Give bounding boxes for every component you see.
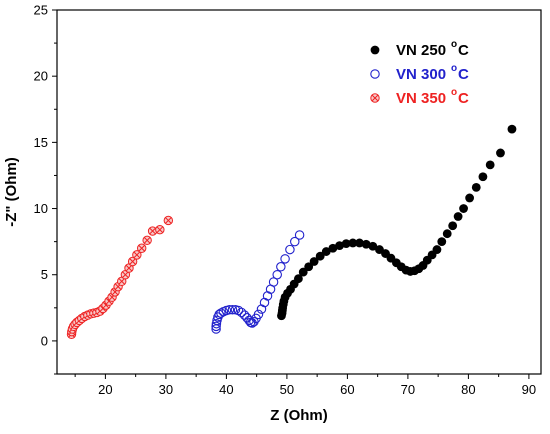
data-point (355, 238, 364, 248)
data-point (268, 277, 279, 287)
legend-marker (370, 45, 380, 55)
legend-degree-sup: o (451, 39, 457, 50)
y-tick-label: 5 (41, 267, 48, 282)
legend-marker (370, 69, 380, 79)
x-tick-label: 40 (219, 382, 233, 397)
data-point (485, 160, 495, 170)
data-point (236, 307, 247, 318)
data-point (304, 262, 314, 272)
x-axis: 20 30 40 50 60 70 80 90 (74, 374, 536, 397)
data-point (233, 305, 244, 316)
y-axis-title: -Z" (Ohm) (3, 157, 20, 227)
data-point (328, 243, 338, 253)
data-point (155, 225, 165, 235)
data-point (285, 244, 295, 255)
data-point (276, 262, 286, 272)
legend: VN 250 o CVN 300 o CVN 350 o C (370, 39, 469, 107)
data-point (335, 241, 344, 251)
data-series (66, 124, 517, 339)
data-point (442, 229, 452, 239)
data-point (496, 148, 505, 158)
legend-marker (370, 93, 380, 103)
data-point (453, 212, 463, 221)
x-tick-label: 80 (461, 382, 475, 397)
data-point (224, 305, 235, 315)
data-point (471, 182, 481, 192)
legend-unit: C (458, 66, 469, 83)
y-tick-label: 10 (34, 201, 48, 216)
legend-label: VN 300 (396, 66, 446, 83)
data-point (294, 230, 305, 240)
data-point (211, 318, 222, 329)
y-tick-label: 25 (34, 3, 48, 18)
data-point (253, 309, 264, 320)
data-point (465, 193, 475, 203)
series-3 (66, 215, 174, 339)
legend-label: VN 250 (396, 42, 446, 59)
data-point (227, 305, 238, 315)
data-point (315, 251, 325, 261)
y-tick-label: 20 (34, 69, 48, 84)
legend-label: VN 350 (396, 90, 446, 107)
data-point (142, 235, 152, 246)
x-axis-title: Z (Ohm) (270, 407, 328, 424)
data-point (137, 243, 147, 253)
data-point (321, 247, 331, 256)
data-point (290, 236, 300, 247)
legend-degree-sup: o (451, 87, 457, 98)
data-point (448, 221, 458, 231)
data-point (361, 239, 371, 249)
data-point (309, 257, 319, 266)
series-2 (211, 230, 305, 334)
data-point (280, 254, 290, 264)
data-point (124, 263, 134, 273)
x-tick-label: 50 (280, 382, 294, 397)
x-tick-label: 20 (98, 382, 112, 397)
series-1 (277, 124, 517, 321)
x-tick-label: 30 (159, 382, 173, 397)
y-tick-label: 15 (34, 135, 48, 150)
data-point (478, 172, 488, 182)
x-tick-label: 60 (340, 382, 354, 397)
data-point (341, 239, 351, 249)
x-tick-label: 70 (401, 382, 415, 397)
data-point (117, 276, 127, 287)
data-point (293, 274, 303, 284)
data-point (348, 238, 358, 248)
data-point (507, 124, 517, 134)
data-point (272, 269, 282, 280)
data-point (244, 315, 254, 326)
data-point (432, 245, 442, 254)
data-point (216, 308, 226, 318)
data-point (459, 204, 468, 213)
data-point (127, 256, 138, 267)
x-tick-label: 90 (522, 382, 536, 397)
plot-frame (56, 9, 542, 375)
legend-unit: C (458, 42, 469, 59)
data-point (437, 237, 447, 247)
y-axis: 0 5 10 15 20 25 (34, 3, 57, 375)
data-point (132, 250, 142, 260)
legend-unit: C (458, 90, 469, 107)
y-tick-label: 0 (41, 333, 48, 348)
data-point (298, 267, 308, 277)
data-point (368, 241, 378, 251)
legend-degree-sup: o (451, 63, 457, 74)
data-point (163, 215, 174, 226)
